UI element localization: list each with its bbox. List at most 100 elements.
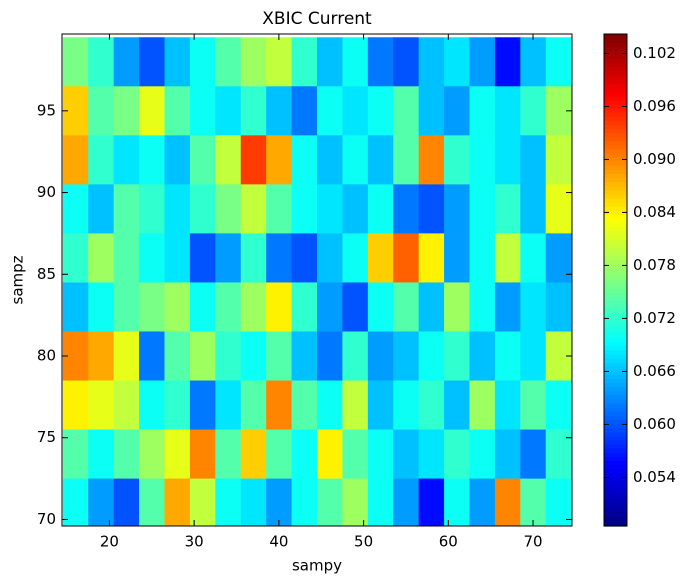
heatmap-cell: [139, 331, 166, 382]
colorbar-step: [604, 349, 627, 355]
heatmap-cell: [393, 380, 420, 431]
heatmap-cell: [266, 233, 293, 283]
heatmap-cell: [291, 86, 318, 136]
heatmap-cell: [393, 37, 420, 87]
heatmap-cell: [342, 282, 369, 332]
heatmap-cell: [444, 331, 470, 382]
heatmap-cell: [215, 37, 242, 87]
y-tick-label: 95: [37, 101, 56, 119]
colorbar-step: [604, 202, 627, 207]
colorbar-step: [604, 308, 627, 314]
colorbar-step: [604, 259, 627, 265]
colorbar-step: [604, 275, 627, 281]
colorbar-tick-label: 0.102: [633, 44, 676, 62]
heatmap-cell: [164, 429, 191, 480]
heatmap-cell: [545, 184, 572, 234]
heatmap-cell: [240, 184, 267, 234]
colorbar-step: [604, 251, 627, 256]
heatmap-cell: [189, 184, 216, 234]
heatmap-cell: [520, 135, 547, 185]
heatmap-cell: [240, 380, 267, 431]
heatmap-cell: [444, 184, 470, 234]
colorbar-step: [604, 157, 627, 162]
heatmap-cell: [62, 478, 89, 526]
heatmap-cell: [164, 282, 191, 332]
colorbar-step: [604, 505, 627, 511]
heatmap-cell: [62, 429, 89, 480]
heatmap-cell: [469, 282, 496, 332]
colorbar-tick-label: 0.060: [633, 415, 676, 433]
heatmap-cell: [266, 380, 293, 431]
colorbar-step: [604, 165, 627, 170]
heatmap-cell: [520, 331, 547, 382]
heatmap-cell: [240, 86, 267, 136]
axes: 20 30 40 50 60 70 70 75 80 85 90 95: [37, 33, 573, 551]
x-axis-label: sampy: [292, 557, 342, 575]
heatmap-cell: [393, 331, 420, 382]
heatmap-cell: [164, 86, 191, 136]
colorbar-step: [604, 103, 627, 109]
colorbar-step: [604, 99, 627, 105]
heatmap-cell: [62, 37, 89, 87]
heatmap-cell: [418, 233, 445, 283]
heatmap-cell: [444, 233, 470, 283]
heatmap-cell: [291, 380, 318, 431]
colorbar-step: [604, 193, 627, 199]
colorbar-step: [604, 116, 627, 121]
heatmap-cell: [139, 478, 166, 526]
heatmap-cell: [317, 429, 343, 480]
colorbar-step: [604, 374, 627, 379]
heatmap-cell: [215, 86, 242, 136]
colorbar-step: [604, 386, 627, 392]
heatmap-cell: [367, 429, 394, 480]
heatmap-cell: [113, 135, 140, 185]
colorbar-step: [604, 181, 627, 187]
heatmap-cell: [189, 37, 216, 87]
heatmap-cell: [164, 233, 191, 283]
colorbar-step: [604, 398, 627, 404]
heatmap-cell: [469, 233, 496, 283]
colorbar-tick-label: 0.072: [633, 309, 676, 327]
heatmap-cell: [113, 282, 140, 332]
heatmap-cell: [418, 135, 445, 185]
colorbar-step: [604, 288, 627, 293]
heatmap-cell: [444, 37, 470, 87]
heatmap-cell: [88, 184, 115, 234]
heatmap-cell: [240, 478, 267, 526]
x-tick-label: 70: [523, 533, 542, 551]
colorbar-step: [604, 480, 627, 486]
heatmap-cell: [189, 429, 216, 480]
heatmap-cell: [164, 331, 191, 382]
colorbar-step: [604, 312, 627, 318]
heatmap-cell: [545, 380, 572, 431]
heatmap-cell: [317, 86, 343, 136]
colorbar-tick-label: 0.054: [633, 468, 676, 486]
heatmap-cell: [291, 135, 318, 185]
heatmap-cell: [62, 135, 89, 185]
colorbar-frame: [603, 33, 628, 527]
heatmap-cell: [189, 478, 216, 526]
heatmap-cell: [469, 331, 496, 382]
colorbar-step: [604, 132, 627, 138]
heatmap-cell: [545, 478, 572, 526]
heatmap-cell: [545, 282, 572, 332]
y-axis-label: sampz: [9, 255, 27, 304]
colorbar-step: [604, 423, 627, 429]
heatmap-cell: [469, 86, 496, 136]
heatmap-cell: [520, 380, 547, 431]
y-tick-label: 70: [37, 510, 56, 528]
heatmap-cell: [494, 478, 521, 526]
heatmap-cell: [393, 233, 420, 283]
heatmap-cell: [342, 37, 369, 87]
colorbar-step: [604, 255, 627, 261]
heatmap-cell: [418, 37, 445, 87]
colorbar-step: [604, 357, 627, 363]
colorbar-step: [604, 493, 627, 498]
colorbar-step: [604, 91, 627, 97]
x-tick-label: 60: [439, 533, 458, 551]
colorbar-step: [604, 230, 627, 236]
colorbar-step: [604, 378, 627, 384]
heatmap-cell: [215, 184, 242, 234]
heatmap-cell: [393, 86, 420, 136]
colorbar-step: [604, 394, 627, 400]
